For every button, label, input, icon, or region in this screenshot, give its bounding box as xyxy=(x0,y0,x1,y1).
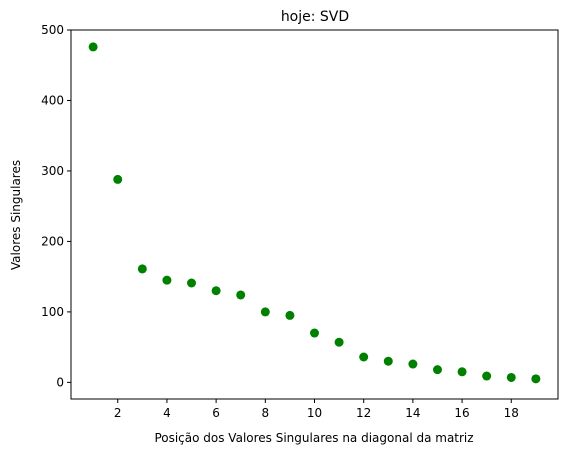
data-point xyxy=(260,307,270,317)
x-tick-label: 4 xyxy=(163,406,171,420)
data-point xyxy=(285,310,295,320)
y-tick-label: 200 xyxy=(41,234,64,248)
x-tick-label: 10 xyxy=(307,406,322,420)
data-point xyxy=(506,372,516,382)
x-tick-label: 6 xyxy=(212,406,220,420)
chart-title: hoje: SVD xyxy=(281,9,349,25)
x-tick-label: 18 xyxy=(504,406,519,420)
data-point xyxy=(162,275,172,285)
y-axis-label: Valores Singulares xyxy=(9,160,23,270)
y-axis-ticks: 0 100 200 300 400 500 xyxy=(41,23,71,389)
x-tick-label: 8 xyxy=(261,406,269,420)
y-tick-label: 0 xyxy=(56,375,64,389)
x-tick-label: 12 xyxy=(356,406,371,420)
x-tick-label: 16 xyxy=(454,406,469,420)
y-tick-label: 300 xyxy=(41,164,64,178)
plot-frame xyxy=(70,29,559,400)
y-tick-label: 500 xyxy=(41,23,64,37)
data-point xyxy=(310,328,319,338)
points-layer xyxy=(88,42,541,384)
data-point xyxy=(359,352,369,362)
data-point xyxy=(88,42,98,52)
x-tick-label: 14 xyxy=(405,406,420,420)
data-point xyxy=(334,337,344,347)
data-point xyxy=(531,374,541,384)
data-point xyxy=(211,286,221,296)
data-point xyxy=(137,264,147,274)
data-point xyxy=(408,359,418,369)
data-point xyxy=(187,278,197,288)
x-axis-ticks: 2 4 6 8 10 12 14 16 18 xyxy=(114,399,519,420)
data-point xyxy=(113,174,123,184)
data-point xyxy=(383,356,393,366)
x-axis-label: Posição dos Valores Singulares na diagon… xyxy=(154,431,473,445)
data-point xyxy=(457,367,467,377)
data-point xyxy=(482,371,492,381)
y-tick-label: 400 xyxy=(41,93,64,107)
plot-area xyxy=(70,29,559,400)
x-tick-label: 2 xyxy=(114,406,122,420)
data-point xyxy=(236,290,246,300)
y-tick-label: 100 xyxy=(41,305,64,319)
data-point xyxy=(432,365,442,375)
